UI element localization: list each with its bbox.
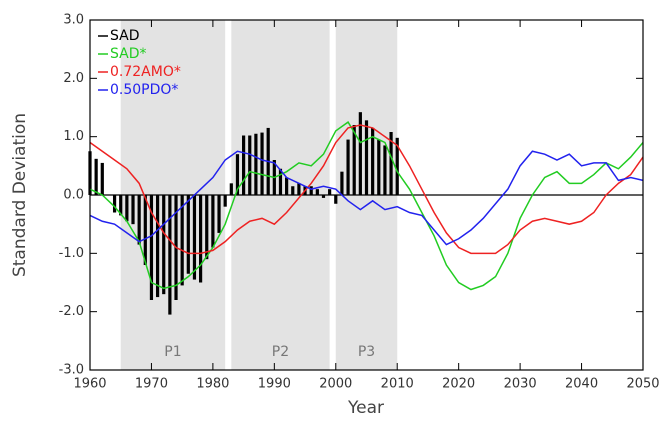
x-tick-label: 1980 [196,377,229,392]
bar [254,133,258,195]
bar [149,195,154,300]
x-tick-label: 2040 [565,377,598,392]
bar [162,195,166,295]
bar [119,195,123,216]
series-line [89,121,644,291]
x-tick-label: 1960 [73,377,106,392]
bar [309,186,313,195]
bar [229,183,233,195]
y-axis-title: Standard Deviation [10,113,30,277]
series-line [89,150,644,246]
bar [285,177,289,195]
x-tick-label: 2010 [381,377,414,392]
y-tick-label: -3.0 [59,363,84,378]
bar [199,195,203,283]
legend-label: SAD* [110,46,147,62]
x-tick-label: 2000 [319,377,352,392]
bar [205,195,209,260]
bar [278,168,283,195]
bar [371,127,375,195]
x-tick-label: 2020 [442,377,475,392]
bar [389,132,393,195]
x-tick-label: 2030 [504,377,537,392]
bar [364,120,369,195]
bar [260,132,264,195]
y-tick-label: 2.0 [63,71,84,86]
x-axis-title: Year [347,398,384,418]
bar [192,195,197,280]
bar [217,195,221,233]
y-tick-label: -2.0 [59,304,84,319]
y-tick-label: 0.0 [63,188,84,203]
bar [328,189,332,195]
bar [383,145,387,195]
x-tick-label: 2050 [626,377,659,392]
bar [340,171,344,195]
bar [131,195,135,225]
bar [211,195,215,248]
legend-label: 0.50PDO* [110,82,178,98]
y-tick-label: -1.0 [59,246,84,261]
bar [235,154,240,195]
bar [94,158,98,195]
period-label: P2 [272,344,289,360]
bar [358,112,362,195]
legend-label: 0.72AMO* [110,64,181,80]
bar [248,135,252,195]
bar [137,195,141,245]
bar [112,195,117,213]
bar [334,195,338,204]
bar [242,135,246,195]
period-label: P1 [164,344,181,360]
x-tick-label: 1990 [258,377,291,392]
bar [346,139,350,195]
bar [315,189,319,195]
x-tick-label: 1970 [135,377,168,392]
bar [297,183,301,195]
bar [155,195,160,298]
y-tick-label: 1.0 [63,129,84,144]
bar [395,137,399,195]
series-line [89,124,644,255]
bar [377,139,381,195]
y-tick-label: 3.0 [63,13,84,28]
bar [143,195,147,265]
bar [291,186,295,195]
bar [352,125,356,195]
bar [168,195,172,315]
bar [180,195,184,286]
period-label: P3 [358,344,375,360]
bar [186,195,190,274]
bar [223,195,227,207]
bar [125,195,129,222]
legend-label: SAD [110,28,140,44]
bar [321,195,326,198]
bar [100,162,104,195]
